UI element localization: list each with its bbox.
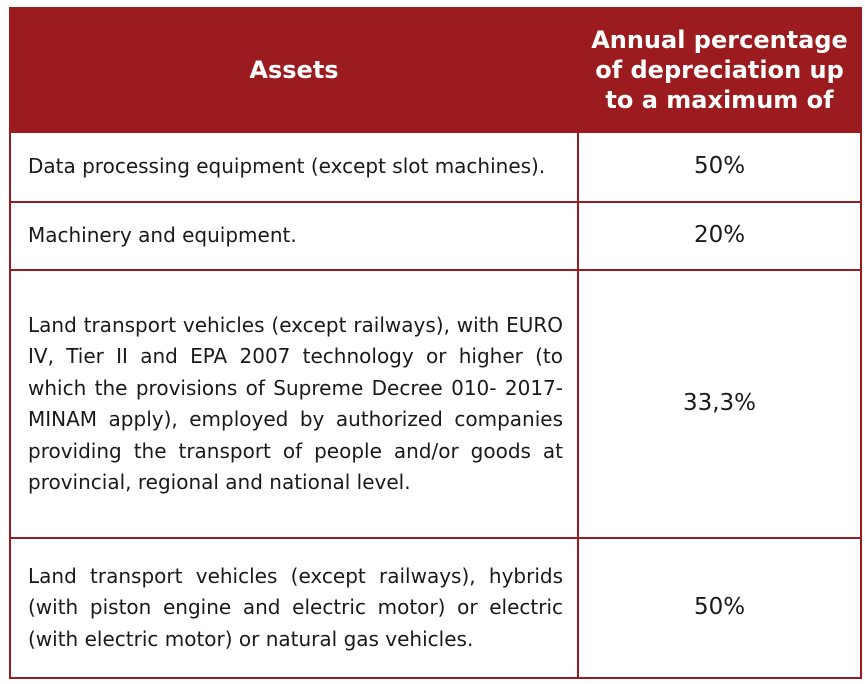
table-header: Assets Annual percentage of depreciation… — [9, 7, 862, 133]
percentage-cell: 20% — [577, 201, 862, 271]
header-row: Assets Annual percentage of depreciation… — [9, 7, 862, 133]
asset-cell: Land transport vehicles (except railways… — [9, 269, 579, 539]
table-row: Land transport vehicles (except railways… — [9, 537, 862, 679]
asset-cell: Data processing equipment (except slot m… — [9, 131, 579, 203]
table-row: Land transport vehicles (except railways… — [9, 269, 862, 539]
percentage-column-header: Annual percentage of depreciation up to … — [577, 7, 862, 133]
asset-cell: Machinery and equipment. — [9, 201, 579, 271]
depreciation-table: Assets Annual percentage of depreciation… — [9, 7, 862, 679]
table-row: Machinery and equipment. 20% — [9, 201, 862, 271]
asset-cell: Land transport vehicles (except railways… — [9, 537, 579, 679]
assets-column-header: Assets — [9, 7, 579, 133]
table-row: Data processing equipment (except slot m… — [9, 131, 862, 203]
table-body: Data processing equipment (except slot m… — [9, 131, 862, 679]
percentage-cell: 50% — [577, 131, 862, 203]
percentage-cell: 50% — [577, 537, 862, 679]
percentage-cell: 33,3% — [577, 269, 862, 539]
